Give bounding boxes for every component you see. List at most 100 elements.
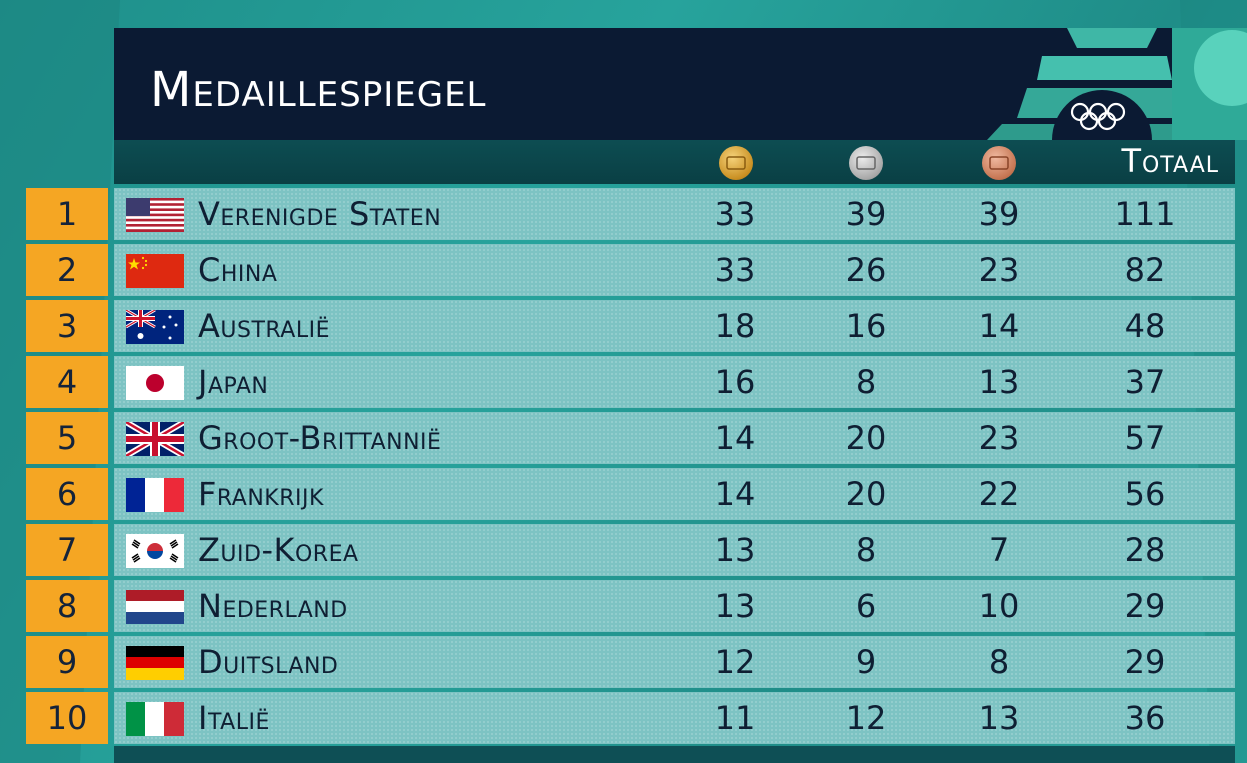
gold-count: 33	[714, 251, 756, 289]
page-title: Medaillespiegel	[150, 62, 487, 118]
row-strip: China 33 26 23 82	[114, 244, 1235, 296]
total-count: 48	[1124, 307, 1166, 345]
silver-count: 20	[845, 419, 887, 457]
australia-flag-icon	[126, 310, 184, 344]
gold-count: 14	[714, 475, 756, 513]
china-flag-icon	[126, 254, 184, 288]
gold-count: 13	[714, 587, 756, 625]
rank-cell: 10	[26, 692, 108, 744]
total-count: 82	[1124, 251, 1166, 289]
uk-flag-icon	[126, 422, 184, 456]
silver-count: 8	[855, 363, 877, 401]
rank-cell: 1	[26, 188, 108, 240]
total-count: 29	[1124, 587, 1166, 625]
table-row: 10 Italië 11 12 13 36	[0, 692, 1247, 744]
bronze-count: 13	[978, 699, 1020, 737]
gold-count: 18	[714, 307, 756, 345]
olympic-logo-decoration	[987, 28, 1247, 140]
gold-count: 12	[714, 643, 756, 681]
row-strip: Italië 11 12 13 36	[114, 692, 1235, 744]
row-strip: Duitsland 12 9 8 29	[114, 636, 1235, 688]
silver-count: 16	[845, 307, 887, 345]
table-row: 8 Nederland 13 6 10 29	[0, 580, 1247, 632]
bronze-count: 8	[988, 643, 1010, 681]
bronze-count: 22	[978, 475, 1020, 513]
rank-cell: 4	[26, 356, 108, 408]
rank-cell: 9	[26, 636, 108, 688]
bronze-count: 23	[978, 419, 1020, 457]
south-korea-flag-icon	[126, 534, 184, 568]
silver-count: 9	[855, 643, 877, 681]
total-count: 29	[1124, 643, 1166, 681]
row-strip: Australië 18 16 14 48	[114, 300, 1235, 352]
total-count: 56	[1124, 475, 1166, 513]
country-name: Frankrijk	[198, 475, 324, 513]
bronze-count: 23	[978, 251, 1020, 289]
italy-flag-icon	[126, 702, 184, 736]
netherlands-flag-icon	[126, 590, 184, 624]
table-row: 6 Frankrijk 14 20 22 56	[0, 468, 1247, 520]
table-row: 7 Zuid-Korea 13 8 7 28	[0, 524, 1247, 576]
silver-count: 8	[855, 531, 877, 569]
header-banner: Medaillespiegel	[114, 28, 1247, 140]
row-strip: Japan 16 8 13 37	[114, 356, 1235, 408]
total-count: 28	[1124, 531, 1166, 569]
country-name: Australië	[198, 307, 330, 345]
olympic-rings-icon	[1070, 102, 1126, 131]
country-name: Verenigde Staten	[198, 195, 442, 233]
silver-medal-icon	[849, 146, 883, 180]
japan-flag-icon	[126, 366, 184, 400]
total-count: 37	[1124, 363, 1166, 401]
bronze-count: 13	[978, 363, 1020, 401]
france-flag-icon	[126, 478, 184, 512]
rank-cell: 3	[26, 300, 108, 352]
rank-cell: 2	[26, 244, 108, 296]
country-name: Zuid-Korea	[198, 531, 359, 569]
gold-count: 33	[714, 195, 756, 233]
total-count: 57	[1124, 419, 1166, 457]
country-name: Groot-Brittannië	[198, 419, 442, 457]
rank-cell: 5	[26, 412, 108, 464]
usa-flag-icon	[126, 198, 184, 232]
row-strip: Zuid-Korea 13 8 7 28	[114, 524, 1235, 576]
table-row: 4 Japan 16 8 13 37	[0, 356, 1247, 408]
row-strip: Frankrijk 14 20 22 56	[114, 468, 1235, 520]
row-strip: Nederland 13 6 10 29	[114, 580, 1235, 632]
row-strip: Verenigde Staten 33 39 39 111	[114, 188, 1235, 240]
rank-cell: 8	[26, 580, 108, 632]
silver-count: 39	[845, 195, 887, 233]
bronze-count: 14	[978, 307, 1020, 345]
column-header: Totaal	[114, 140, 1235, 184]
rank-cell: 6	[26, 468, 108, 520]
silver-count: 6	[855, 587, 877, 625]
silver-count: 12	[845, 699, 887, 737]
silver-count: 20	[845, 475, 887, 513]
gold-count: 13	[714, 531, 756, 569]
gold-count: 16	[714, 363, 756, 401]
table-row: 9 Duitsland 12 9 8 29	[0, 636, 1247, 688]
country-name: Duitsland	[198, 643, 339, 681]
country-name: Italië	[198, 699, 270, 737]
bronze-count: 10	[978, 587, 1020, 625]
row-strip: Groot-Brittannië 14 20 23 57	[114, 412, 1235, 464]
country-name: China	[198, 251, 278, 289]
gold-count: 11	[714, 699, 756, 737]
gold-medal-icon	[719, 146, 753, 180]
total-count: 36	[1124, 699, 1166, 737]
table-row: 1 Verenigde Staten 33 39 39 111	[0, 188, 1247, 240]
table-row: 5 Groot-Brittannië 14 20 23 57	[0, 412, 1247, 464]
total-count: 111	[1114, 195, 1176, 233]
bronze-count: 7	[988, 531, 1010, 569]
rank-cell: 7	[26, 524, 108, 576]
silver-count: 26	[845, 251, 887, 289]
bottom-bar	[114, 746, 1235, 763]
table-row: 3 Australië 18 16 14 48	[0, 300, 1247, 352]
bronze-count: 39	[978, 195, 1020, 233]
country-name: Nederland	[198, 587, 348, 625]
total-column-header: Totaal	[1121, 142, 1219, 180]
table-row: 2 China 33 26 23 82	[0, 244, 1247, 296]
gold-count: 14	[714, 419, 756, 457]
country-name: Japan	[198, 363, 269, 401]
bronze-medal-icon	[982, 146, 1016, 180]
germany-flag-icon	[126, 646, 184, 680]
